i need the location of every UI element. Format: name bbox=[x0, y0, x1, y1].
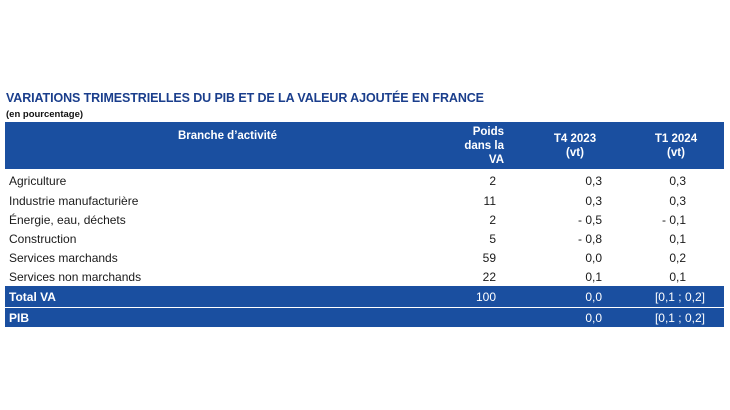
cell-branch: PIB bbox=[5, 307, 450, 327]
header-branch-label: Branche d’activité bbox=[177, 130, 278, 142]
document-title: VARIATIONS TRIMESTRIELLES DU PIB ET DE L… bbox=[6, 91, 484, 105]
cell-t4: - 0,5 bbox=[577, 212, 602, 227]
cell-poids: 59 bbox=[482, 250, 496, 265]
cell-t1: 0,3 bbox=[669, 193, 686, 208]
cell-branch: Industrie manufacturière bbox=[9, 193, 139, 208]
header-t4-2023: T4 2023 (vt) bbox=[510, 122, 614, 169]
cell-branch: Énergie, eau, déchets bbox=[9, 212, 126, 227]
header-t1-2024: T1 2024 (vt) bbox=[614, 122, 724, 169]
cell-t4: 0,3 bbox=[585, 174, 602, 188]
cell-branch: Services non marchands bbox=[9, 269, 142, 284]
table-row: Agriculture 2 0,3 0,3 bbox=[5, 169, 724, 191]
cell-t1: - 0,1 bbox=[661, 212, 686, 227]
cell-t1: 0,1 bbox=[669, 231, 686, 246]
cell-poids bbox=[450, 307, 510, 327]
cell-poids: 11 bbox=[483, 193, 496, 208]
header-t4-line2: (vt) bbox=[566, 146, 584, 159]
cell-t1: [0,1 ; 0,2] bbox=[614, 307, 724, 327]
pib-row: PIB 0,0 [0,1 ; 0,2] bbox=[5, 307, 724, 327]
gdp-table: Branche d’activité Poids dans la VA T4 2… bbox=[5, 122, 724, 327]
cell-t4: 0,1 bbox=[585, 269, 602, 284]
cell-t4: - 0,8 bbox=[577, 231, 602, 246]
cell-branch: Construction bbox=[9, 231, 77, 246]
cell-t4: 0,0 bbox=[510, 307, 614, 327]
cell-poids: 5 bbox=[489, 231, 496, 246]
table-header: Branche d’activité Poids dans la VA T4 2… bbox=[5, 122, 724, 169]
cell-t1: 0,2 bbox=[669, 250, 686, 265]
table-row: Énergie, eau, déchets 2 - 0,5 - 0,1 bbox=[5, 210, 724, 229]
cell-branch: Total VA bbox=[5, 286, 450, 308]
header-poids: Poids dans la VA bbox=[450, 122, 510, 169]
header-branch: Branche d’activité bbox=[5, 122, 450, 169]
cell-t1: 0,1 bbox=[669, 269, 686, 284]
cell-poids: 2 bbox=[489, 212, 496, 227]
cell-t4: 0,0 bbox=[585, 250, 602, 265]
cell-t1: [0,1 ; 0,2] bbox=[614, 286, 724, 308]
document-subtitle: (en pourcentage) bbox=[6, 109, 84, 120]
header-poids-line1: Poids bbox=[472, 125, 504, 138]
cell-poids: 22 bbox=[482, 269, 496, 284]
cell-t4: 0,0 bbox=[510, 286, 614, 308]
cell-poids: 2 bbox=[489, 174, 496, 188]
header-t1-line1: T1 2024 bbox=[654, 132, 698, 145]
table-row: Services non marchands 22 0,1 0,1 bbox=[5, 267, 724, 286]
table-row: Services marchands 59 0,0 0,2 bbox=[5, 248, 724, 267]
table-row: Construction 5 - 0,8 0,1 bbox=[5, 229, 724, 248]
cell-branch: Services marchands bbox=[9, 250, 118, 265]
total-va-row: Total VA 100 0,0 [0,1 ; 0,2] bbox=[5, 286, 724, 308]
header-poids-line2: dans la VA bbox=[464, 139, 504, 166]
cell-poids: 100 bbox=[450, 286, 510, 308]
table-footer: Total VA 100 0,0 [0,1 ; 0,2] PIB 0,0 [0,… bbox=[5, 286, 724, 327]
table-row: Industrie manufacturière 11 0,3 0,3 bbox=[5, 191, 724, 210]
cell-t4: 0,3 bbox=[585, 193, 602, 208]
table-body: Agriculture 2 0,3 0,3 Industrie manufact… bbox=[5, 169, 724, 286]
header-t1-line2: (vt) bbox=[667, 146, 685, 159]
cell-t1: 0,3 bbox=[669, 174, 686, 188]
header-t4-line1: T4 2023 bbox=[553, 132, 597, 145]
cell-branch: Agriculture bbox=[9, 174, 67, 188]
